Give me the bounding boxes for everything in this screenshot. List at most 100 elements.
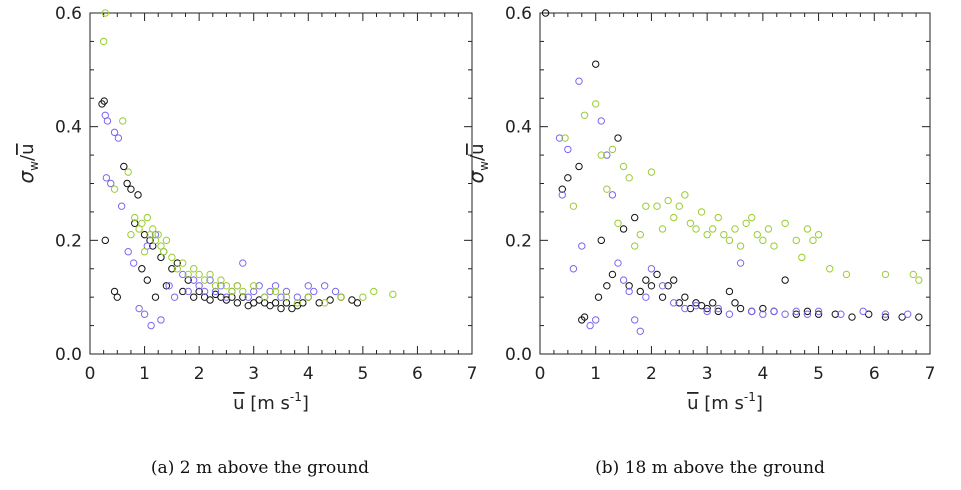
- data-point-purple: [558, 191, 566, 199]
- data-point-green: [642, 202, 650, 210]
- data-point-purple: [859, 307, 867, 316]
- data-point-green: [764, 225, 773, 233]
- data-point-purple: [781, 310, 789, 318]
- x-tick-label: 3: [248, 364, 259, 384]
- data-point-black: [670, 276, 678, 284]
- data-point-black: [603, 282, 611, 290]
- data-point-green: [159, 248, 168, 256]
- data-point-black: [353, 299, 362, 307]
- data-point-green: [239, 287, 247, 296]
- data-point-black: [792, 310, 800, 318]
- data-point-black: [781, 276, 789, 284]
- data-point-purple: [110, 128, 119, 137]
- data-point-green: [781, 219, 789, 227]
- data-point-black: [831, 310, 839, 318]
- data-point-green: [826, 265, 834, 273]
- x-tick-label: 7: [925, 364, 936, 384]
- data-point-purple: [282, 287, 291, 296]
- data-point-black: [915, 313, 923, 321]
- data-point-purple: [255, 282, 263, 290]
- data-point-purple: [642, 293, 650, 301]
- data-point-purple: [157, 316, 165, 324]
- data-point-black: [315, 299, 323, 307]
- data-point-purple: [244, 293, 252, 301]
- data-point-black: [189, 293, 198, 301]
- data-point-black: [731, 299, 739, 307]
- data-point-black: [162, 282, 171, 290]
- data-point-purple: [222, 293, 231, 301]
- data-point-purple: [692, 301, 700, 310]
- data-point-green: [686, 219, 695, 227]
- data-point-black: [653, 270, 661, 279]
- data-point-black: [881, 313, 890, 321]
- data-point-black: [647, 282, 656, 290]
- data-point-purple: [625, 287, 633, 296]
- data-point-green: [580, 111, 589, 120]
- data-point-black: [179, 287, 187, 296]
- data-point-black: [143, 276, 152, 284]
- data-point-black: [692, 299, 700, 307]
- panel-b-scatter-plot: 0 1 2 3 4 5 6 7 0.0 0.2 0.4 0.6 u [m s-1] σw/u: [464, 4, 935, 414]
- data-point-purple: [608, 191, 617, 199]
- data-point-purple: [881, 310, 890, 318]
- x-tick-label: 6: [412, 364, 423, 384]
- data-point-black: [697, 301, 706, 310]
- data-point-purple: [239, 259, 247, 267]
- data-point-black: [675, 299, 683, 307]
- data-point-green: [731, 225, 739, 233]
- data-point-green: [211, 282, 220, 290]
- data-point-green: [304, 293, 312, 301]
- data-point-black: [127, 185, 135, 193]
- data-point-purple: [179, 270, 187, 279]
- data-point-purple: [586, 321, 594, 330]
- data-point-green: [619, 162, 628, 171]
- data-point-black: [625, 282, 633, 290]
- data-point-purple: [658, 282, 667, 290]
- data-point-green: [250, 282, 258, 290]
- data-point-green: [803, 225, 812, 233]
- data-point-black: [709, 299, 717, 307]
- data-point-green: [162, 236, 171, 245]
- data-point-black: [151, 293, 160, 301]
- data-point-purple: [619, 276, 628, 284]
- data-point-black: [168, 265, 176, 273]
- data-point-black: [681, 293, 689, 301]
- data-point-purple: [271, 282, 280, 290]
- data-point-purple: [703, 307, 711, 316]
- data-point-black: [814, 310, 823, 318]
- data-point-black: [140, 230, 149, 239]
- data-point-green: [138, 219, 146, 227]
- data-point-black: [271, 299, 280, 307]
- x-tick-label: 0: [85, 364, 96, 384]
- data-point-green: [753, 230, 761, 239]
- data-point-black: [725, 287, 734, 296]
- data-point-purple: [904, 310, 912, 318]
- data-point-green: [561, 134, 569, 142]
- data-point-black: [580, 313, 589, 321]
- data-point-black: [239, 293, 247, 301]
- data-point-green: [173, 265, 182, 273]
- data-point-green: [228, 287, 236, 296]
- x-tick-label: 7: [467, 364, 478, 384]
- x-tick-label: 2: [646, 364, 657, 384]
- data-point-black: [592, 60, 600, 68]
- data-point-black: [597, 236, 605, 245]
- data-point-black: [541, 9, 550, 17]
- data-point-green: [814, 230, 823, 239]
- data-point-green: [709, 225, 717, 233]
- data-point-purple: [647, 265, 656, 273]
- x-tick-label: 0: [535, 364, 546, 384]
- data-point-green: [127, 230, 135, 239]
- data-point-purple: [575, 77, 583, 85]
- plot-frame: [89, 12, 473, 355]
- data-point-black: [228, 293, 236, 301]
- data-point-green: [798, 253, 806, 262]
- data-point-purple: [725, 310, 734, 318]
- data-point-black: [631, 213, 639, 222]
- data-point-black: [714, 307, 722, 316]
- data-point-purple: [597, 117, 605, 125]
- data-point-purple: [320, 282, 329, 290]
- data-point-purple: [803, 310, 812, 318]
- panel-a-caption: (a) 2 m above the ground: [151, 458, 369, 478]
- data-point-green: [110, 185, 119, 193]
